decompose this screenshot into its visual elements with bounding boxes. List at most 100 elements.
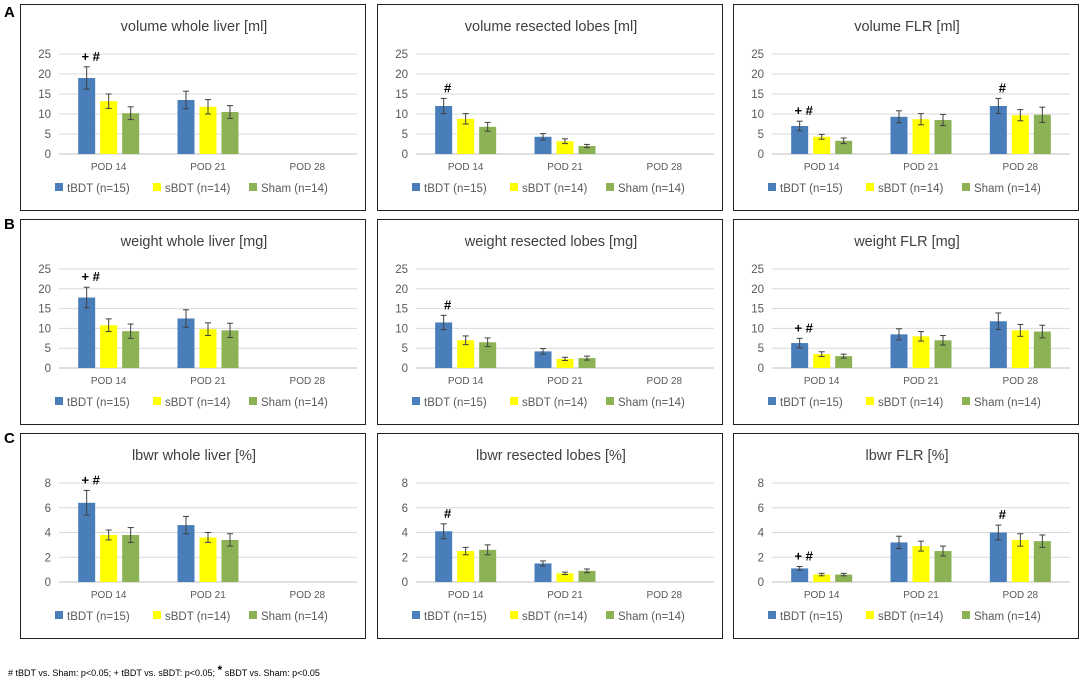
bar-sham-pod-28 — [1033, 114, 1051, 154]
x-tick-label: POD 14 — [91, 376, 127, 387]
y-tick-label: 15 — [38, 89, 51, 101]
bar-sham-pod-21 — [578, 146, 596, 154]
x-tick-label: POD 28 — [290, 376, 326, 387]
legend-label: tBDT (n=15) — [67, 397, 130, 409]
legend-label: tBDT (n=15) — [424, 611, 487, 623]
y-tick-label: 6 — [402, 503, 408, 515]
legend-swatch — [866, 611, 874, 619]
legend-swatch — [510, 183, 518, 191]
legend-swatch — [606, 183, 614, 191]
y-tick-label: 0 — [45, 363, 51, 375]
y-tick-label: 2 — [758, 552, 764, 564]
bar-sham-pod-21 — [578, 570, 596, 582]
bar-sham-pod-21 — [934, 340, 952, 368]
legend-label: sBDT (n=14) — [878, 183, 943, 195]
x-tick-label: POD 28 — [647, 162, 683, 173]
legend-swatch — [249, 397, 257, 405]
bar-sbdt-pod-14 — [813, 136, 831, 154]
chart-svg: volume resected lobes [ml] 0 5 10 15 20 25 POD … — [395, 19, 714, 195]
legend-swatch — [249, 611, 257, 619]
y-tick-label: 25 — [38, 264, 51, 276]
bar-sham-pod-21 — [221, 539, 239, 582]
y-tick-label: 15 — [751, 89, 764, 101]
footnote-star: * — [217, 663, 223, 677]
significance-annotation: + # — [81, 472, 100, 487]
bar-tbdt-pod-21 — [534, 136, 552, 154]
legend-swatch — [412, 611, 420, 619]
chart-panel-weight-flr: weight FLR [mg] 0 5 10 15 20 25 POD 14 + # POD 21… — [733, 219, 1079, 425]
significance-annotation: # — [444, 80, 452, 95]
bar-sbdt-pod-28 — [1011, 115, 1029, 154]
y-tick-label: 4 — [758, 528, 765, 540]
legend-label: sBDT (n=14) — [522, 611, 587, 623]
x-tick-label: POD 14 — [448, 376, 484, 387]
legend-swatch — [962, 183, 970, 191]
x-tick-label: POD 28 — [647, 590, 683, 601]
chart-title: volume resected lobes [ml] — [465, 19, 637, 35]
significance-annotation: # — [999, 80, 1007, 95]
bar-tbdt-pod-14 — [791, 126, 809, 154]
y-tick-label: 25 — [38, 49, 51, 61]
chart-svg: volume whole liver [ml] 0 5 10 15 20 25 POD 14 +… — [38, 19, 357, 195]
y-tick-label: 20 — [751, 69, 764, 81]
legend-swatch — [55, 397, 63, 405]
bar-tbdt-pod-21 — [177, 100, 195, 154]
y-tick-label: 20 — [38, 69, 51, 81]
chart-svg: lbwr whole liver [%] 0 2 4 6 8 POD 14 + # POD 21… — [45, 448, 357, 623]
bar-sham-pod-21 — [934, 120, 952, 154]
significance-annotation: + # — [794, 549, 813, 564]
bar-tbdt-pod-21 — [534, 563, 552, 582]
bar-sbdt-pod-21 — [912, 336, 930, 368]
legend-swatch — [412, 183, 420, 191]
x-tick-label: POD 14 — [91, 590, 127, 601]
x-tick-label: POD 28 — [647, 376, 683, 387]
x-tick-label: POD 21 — [547, 376, 583, 387]
y-tick-label: 5 — [402, 129, 408, 141]
legend-label: tBDT (n=15) — [780, 611, 843, 623]
chart-svg: volume FLR [ml] 0 5 10 15 20 25 POD 14 + # POD 21… — [751, 19, 1070, 195]
bar-sham-pod-14 — [122, 534, 140, 582]
footnote-part1: # tBDT vs. Sham: p<0.05; + tBDT vs. sBDT… — [8, 668, 216, 678]
y-tick-label: 10 — [38, 109, 51, 121]
x-tick-label: POD 14 — [448, 162, 484, 173]
y-tick-label: 5 — [758, 129, 764, 141]
legend-label: tBDT (n=15) — [424, 397, 487, 409]
bar-sham-pod-14 — [479, 549, 497, 582]
bar-tbdt-pod-28 — [989, 106, 1007, 154]
y-tick-label: 15 — [751, 304, 764, 316]
y-tick-label: 0 — [45, 149, 51, 161]
legend-swatch — [249, 183, 257, 191]
legend-label: sBDT (n=14) — [165, 397, 230, 409]
y-tick-label: 25 — [751, 49, 764, 61]
legend-label: sBDT (n=14) — [522, 183, 587, 195]
legend-swatch — [606, 397, 614, 405]
bar-sham-pod-21 — [221, 330, 239, 368]
bar-sham-pod-21 — [934, 551, 952, 582]
bar-tbdt-pod-14 — [435, 531, 453, 582]
legend-label: Sham (n=14) — [974, 397, 1041, 409]
chart-panel-weight-resected-lobes: weight resected lobes [mg] 0 5 10 15 20 25 POD … — [377, 219, 723, 425]
y-tick-label: 0 — [402, 363, 408, 375]
x-tick-label: POD 21 — [190, 590, 226, 601]
legend-swatch — [962, 397, 970, 405]
chart-panel-volume-whole-liver: volume whole liver [ml] 0 5 10 15 20 25 POD 14 +… — [20, 4, 366, 211]
significance-annotation: # — [444, 297, 452, 312]
chart-panel-volume-flr: volume FLR [ml] 0 5 10 15 20 25 POD 14 + # POD 21… — [733, 4, 1079, 211]
bar-sbdt-pod-21 — [199, 537, 217, 582]
chart-title: lbwr resected lobes [%] — [476, 448, 626, 464]
y-tick-label: 15 — [395, 304, 408, 316]
significance-annotation: + # — [81, 49, 100, 64]
bar-sbdt-pod-21 — [912, 546, 930, 582]
y-tick-label: 20 — [395, 284, 408, 296]
y-tick-label: 0 — [758, 577, 764, 589]
legend-label: Sham (n=14) — [974, 611, 1041, 623]
y-tick-label: 6 — [45, 503, 51, 515]
y-tick-label: 25 — [751, 264, 764, 276]
y-tick-label: 5 — [758, 343, 764, 355]
y-tick-label: 5 — [402, 343, 408, 355]
x-tick-label: POD 14 — [804, 590, 840, 601]
chart-panel-lbwr-flr: lbwr FLR [%] 0 2 4 6 8 POD 14 + # POD 21 POD 28 # t… — [733, 433, 1079, 639]
x-tick-label: POD 14 — [91, 162, 127, 173]
y-tick-label: 10 — [38, 323, 51, 335]
legend-label: tBDT (n=15) — [67, 183, 130, 195]
